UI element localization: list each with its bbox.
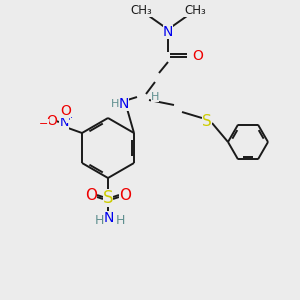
Text: N: N <box>59 116 69 130</box>
Text: S: S <box>103 189 113 207</box>
Text: N: N <box>163 25 173 39</box>
Text: O: O <box>193 49 203 63</box>
Text: H: H <box>94 214 104 226</box>
Text: O: O <box>61 104 71 118</box>
Text: −: − <box>39 119 49 129</box>
Text: O: O <box>85 188 97 203</box>
Text: CH₃: CH₃ <box>130 4 152 16</box>
Text: H: H <box>111 99 119 109</box>
Text: +: + <box>66 113 73 122</box>
Text: S: S <box>202 113 212 128</box>
Text: CH₃: CH₃ <box>184 4 206 16</box>
Text: O: O <box>46 114 58 128</box>
Text: N: N <box>104 211 114 225</box>
Text: H: H <box>115 214 125 226</box>
Text: N: N <box>119 97 129 111</box>
Text: H: H <box>151 92 159 102</box>
Text: O: O <box>119 188 131 203</box>
